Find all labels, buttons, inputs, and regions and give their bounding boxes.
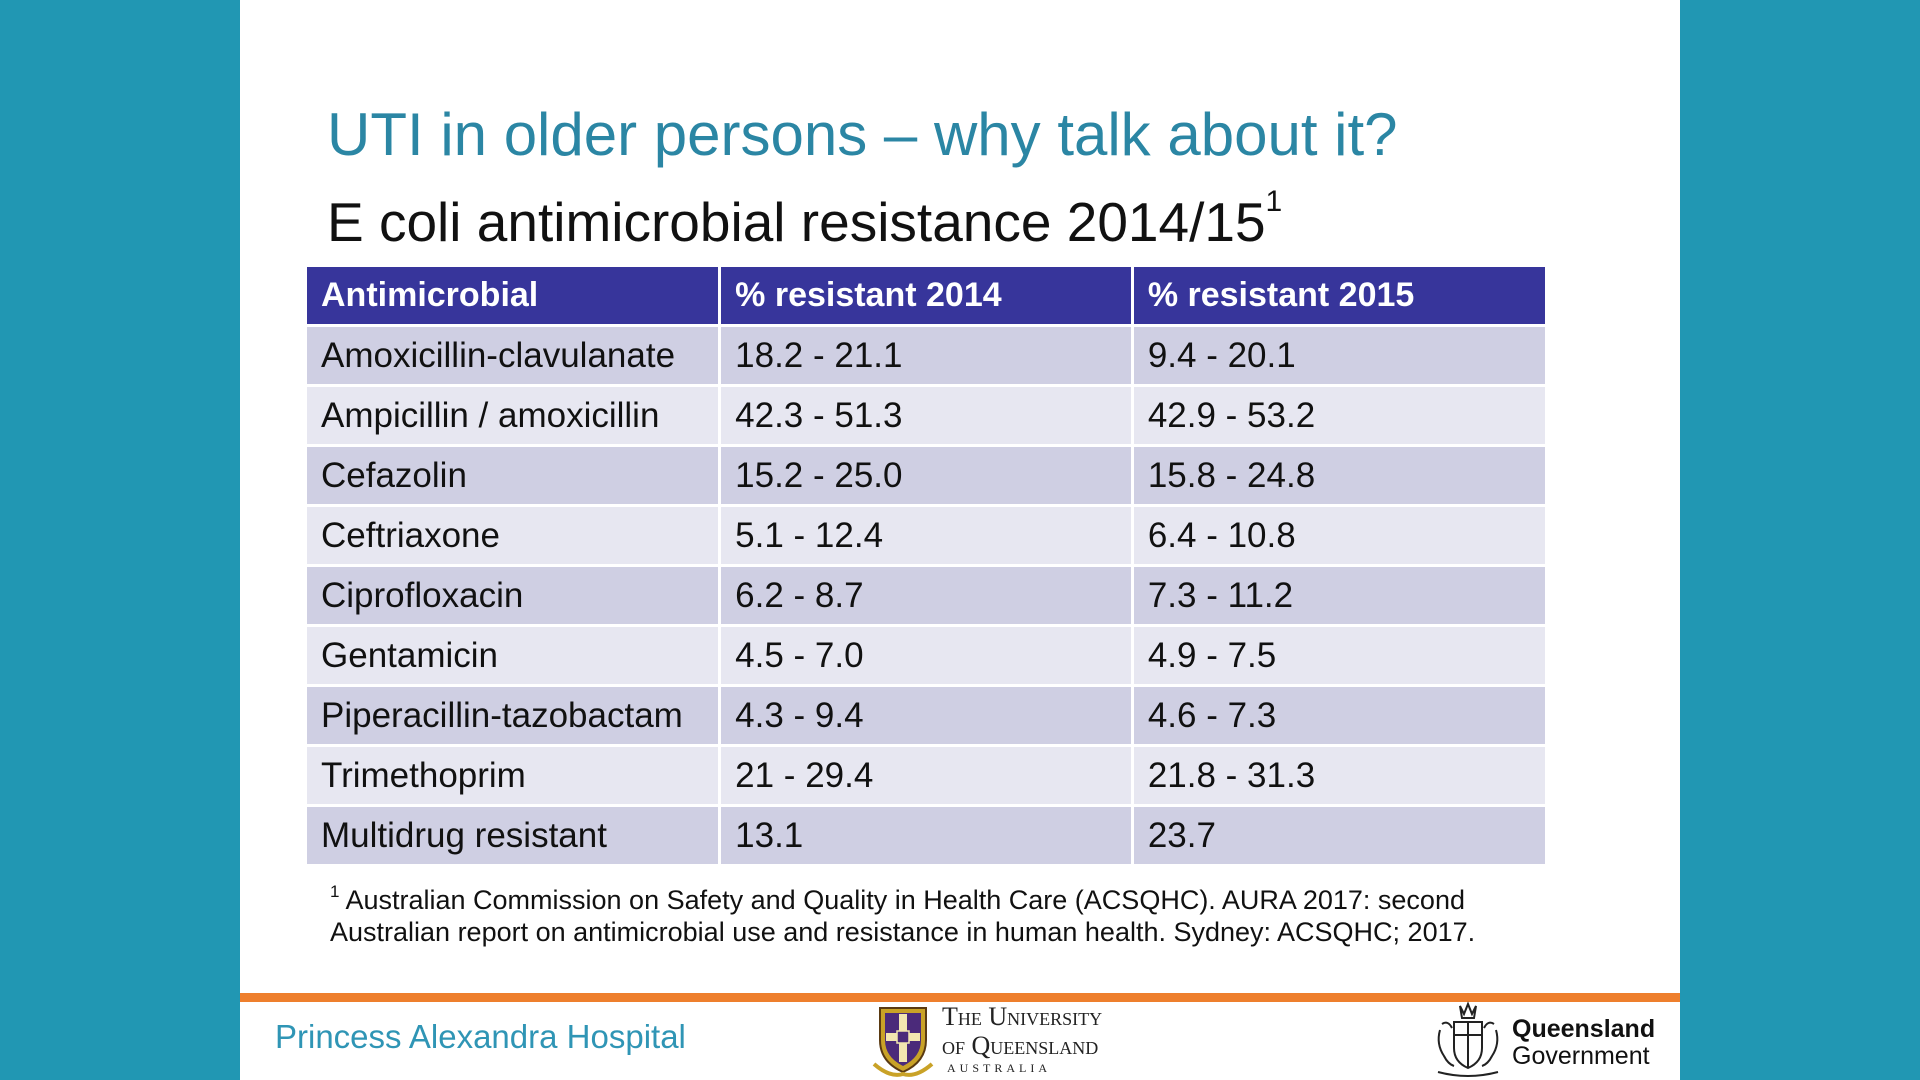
cell-2014: 15.2 - 25.0 [719,445,1134,507]
table-row: Ampicillin / amoxicillin 42.3 - 51.3 42.… [307,385,1545,447]
footnote: 1 Australian Commission on Safety and Qua… [330,882,1580,948]
cell-2015: 6.4 - 10.8 [1132,505,1545,567]
cell-antimicrobial: Trimethoprim [307,745,722,807]
cell-2015: 9.4 - 20.1 [1132,325,1545,387]
header-antimicrobial: Antimicrobial [307,267,722,327]
cell-2014: 13.1 [719,805,1134,867]
qld-line2: Government [1512,1042,1650,1070]
slide-subtitle: E coli antimicrobial resistance 2014/151 [327,187,1282,254]
footnote-text: Australian Commission on Safety and Qual… [330,885,1476,947]
cell-antimicrobial: Ceftriaxone [307,505,722,567]
cell-2014: 21 - 29.4 [719,745,1134,807]
table-row: Piperacillin-tazobactam 4.3 - 9.4 4.6 - … [307,685,1545,747]
header-2015: % resistant 2015 [1132,267,1545,327]
hospital-name: Princess Alexandra Hospital [275,1018,686,1055]
resistance-table: Antimicrobial % resistant 2014 % resista… [307,267,1545,867]
table-row: Trimethoprim 21 - 29.4 21.8 - 31.3 [307,745,1545,807]
uq-line1: The University [942,1002,1103,1031]
table-row: Cefazolin 15.2 - 25.0 15.8 - 24.8 [307,445,1545,507]
cell-2014: 18.2 - 21.1 [719,325,1134,387]
uq-name: The University of Queensland [942,1002,1102,1060]
uq-crest-icon [872,1007,934,1077]
cell-2014: 5.1 - 12.4 [719,505,1134,567]
cell-antimicrobial: Ciprofloxacin [307,565,722,627]
table-row: Amoxicillin-clavulanate 18.2 - 21.1 9.4 … [307,325,1545,387]
table-row: Gentamicin 4.5 - 7.0 4.9 - 7.5 [307,625,1545,687]
cell-antimicrobial: Ampicillin / amoxicillin [307,385,722,447]
cell-2014: 42.3 - 51.3 [719,385,1134,447]
uq-logo: The University of Queensland AUSTRALIA [870,1000,1150,1078]
header-2014: % resistant 2014 [719,267,1134,327]
uq-line2: of Queensland [942,1031,1099,1060]
cell-2015: 7.3 - 11.2 [1132,565,1545,627]
cell-2015: 21.8 - 31.3 [1132,745,1545,807]
cell-antimicrobial: Gentamicin [307,625,722,687]
subtitle-text: E coli antimicrobial resistance 2014/15 [327,191,1266,253]
cell-antimicrobial: Multidrug resistant [307,805,722,867]
table-header-row: Antimicrobial % resistant 2014 % resista… [307,267,1545,327]
footer-divider [240,993,1680,1002]
cell-antimicrobial: Piperacillin-tazobactam [307,685,722,747]
footnote-marker: 1 [330,882,340,901]
cell-2014: 4.5 - 7.0 [719,625,1134,687]
qld-wordmark: Queensland Government [1512,1016,1655,1070]
qld-coat-of-arms-icon [1437,1001,1499,1077]
subtitle-footnote-marker: 1 [1265,185,1283,218]
cell-2014: 4.3 - 9.4 [719,685,1134,747]
cell-2015: 15.8 - 24.8 [1132,445,1545,507]
table-row: Ciprofloxacin 6.2 - 8.7 7.3 - 11.2 [307,565,1545,627]
table-row: Ceftriaxone 5.1 - 12.4 6.4 - 10.8 [307,505,1545,567]
slide-title: UTI in older persons – why talk about it… [327,101,1398,168]
cell-2015: 4.9 - 7.5 [1132,625,1545,687]
cell-2015: 42.9 - 53.2 [1132,385,1545,447]
qld-line1: Queensland [1512,1015,1656,1043]
cell-antimicrobial: Amoxicillin-clavulanate [307,325,722,387]
cell-2014: 6.2 - 8.7 [719,565,1134,627]
cell-2015: 23.7 [1132,805,1545,867]
cell-2015: 4.6 - 7.3 [1132,685,1545,747]
qld-government-logo: Queensland Government [1430,1000,1670,1078]
uq-country: AUSTRALIA [947,1061,1051,1075]
cell-antimicrobial: Cefazolin [307,445,722,507]
slide: UTI in older persons – why talk about it… [240,0,1680,1080]
table-row: Multidrug resistant 13.1 23.7 [307,805,1545,867]
